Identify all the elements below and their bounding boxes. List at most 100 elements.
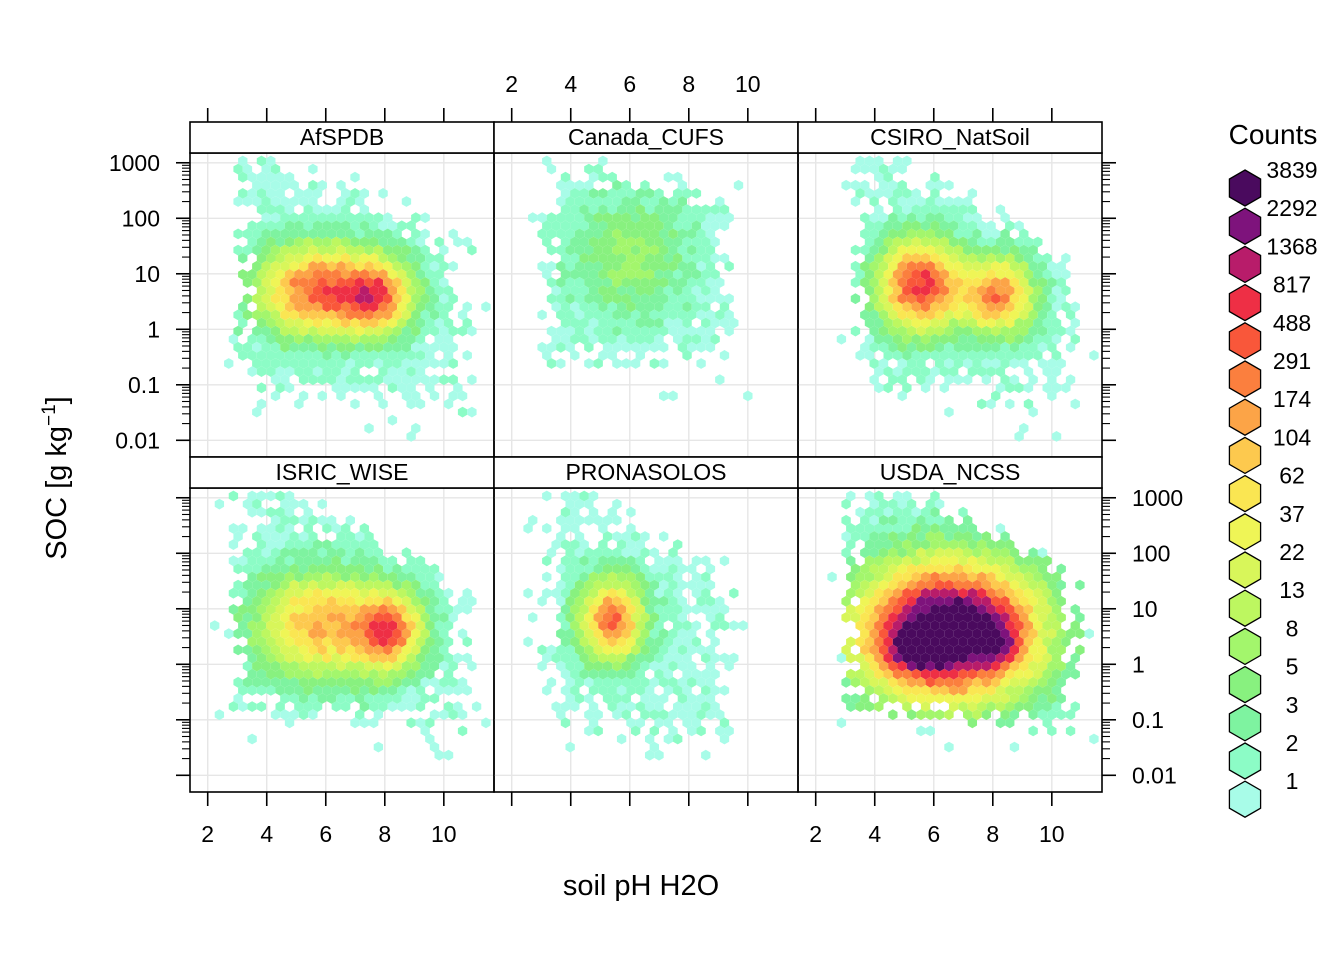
hexbin-cell (888, 612, 898, 623)
hexbin-cell (598, 652, 608, 664)
hexbin-cell (906, 676, 917, 688)
hexbin-cell (860, 644, 870, 656)
hexbin-cell (944, 709, 954, 721)
hexbin-cell (878, 531, 889, 542)
hexbin-cell (864, 220, 875, 232)
hexbin-cell (294, 398, 304, 410)
hexbin-cell (958, 539, 968, 550)
hexbin-cell (1037, 628, 1048, 640)
hexbin-cell (266, 269, 276, 280)
hexbin-cell (266, 301, 276, 313)
hexbin-cell (270, 709, 281, 721)
legend-swatch (1228, 742, 1262, 780)
hexbin-cell (630, 676, 641, 688)
hexbin-cell (256, 668, 267, 680)
hexbin-cell (373, 563, 384, 575)
hexbin-cell (673, 685, 683, 696)
hexbin-cell (280, 179, 290, 191)
hexbin-cell (659, 196, 669, 207)
hexbin-cell (1084, 628, 1094, 640)
hexbin-cell (687, 628, 697, 640)
hexbin-cell (864, 636, 875, 648)
hexbin-cell (546, 293, 557, 305)
hexbin-cell (1047, 374, 1057, 386)
hexbin-cell (322, 620, 332, 631)
hexbin-cell (411, 277, 421, 288)
legend-swatch (1228, 360, 1262, 398)
hexbin-cell (1014, 620, 1024, 631)
hexbin-cell (457, 595, 468, 607)
hexbin-cell (701, 204, 711, 215)
hexbin-cell (995, 604, 1006, 615)
hexbin-cell (340, 539, 351, 550)
hexbin-cell (252, 196, 262, 207)
hexbin-cell (1023, 685, 1034, 696)
hexbin-cell (948, 204, 959, 215)
hexbin-cell (841, 693, 851, 704)
hexbin-cell (364, 277, 374, 288)
hexbin-cell (406, 571, 416, 583)
hexbin-cell (1047, 325, 1057, 337)
hexbin-cell (214, 709, 225, 721)
hexbin-cell (948, 333, 959, 345)
hexbin-cell (948, 604, 959, 615)
hexbin-cell (574, 563, 585, 575)
hexbin-cell (406, 333, 416, 345)
hexbin-cell (906, 644, 917, 656)
hexbin-cell (677, 309, 688, 321)
hexbin-cell (429, 595, 440, 607)
hexbin-cell (415, 236, 426, 248)
hexbin-cell (981, 244, 992, 256)
hexbin-cell (298, 612, 309, 623)
hexbin-cell (383, 612, 393, 623)
hexbin-cell (355, 196, 365, 207)
hexbin-cell (616, 636, 627, 648)
hexbin-cell (355, 244, 365, 256)
hexbin-cell (598, 555, 608, 567)
hexbin-cell (874, 220, 884, 232)
hexbin-cell (934, 660, 945, 672)
hexbin-cell (355, 341, 365, 353)
hexbin-cell (991, 260, 1001, 272)
hexbin-cell (644, 333, 655, 345)
hexbin-cell (995, 350, 1006, 361)
hexbin-cell (401, 309, 412, 321)
hexbin-cell (345, 277, 355, 288)
hexbin-cell (691, 220, 702, 232)
hexbin-cell (308, 579, 318, 591)
hexbin-cell (691, 269, 702, 280)
hexbin-cell (270, 595, 281, 607)
hexbin-cell (443, 749, 454, 761)
hexbin-cell (701, 333, 711, 345)
hexbin-cell (401, 547, 412, 559)
legend-title: Counts (1229, 119, 1318, 150)
hexbin-cell (420, 693, 430, 704)
hexbin-cell (972, 260, 982, 272)
hexbin-cell (303, 220, 313, 232)
hexbin-cell (1033, 701, 1043, 712)
hexbin-cell (644, 301, 655, 313)
hexbin-cell (565, 228, 575, 240)
hexbin-cell (649, 325, 659, 337)
hexbin-cell (663, 652, 674, 664)
hexbin-cell (958, 220, 968, 232)
hexbin-cell (630, 341, 641, 353)
hexbin-cell (1037, 358, 1048, 369)
hexbin-cell (902, 236, 912, 248)
hexbin-cell (383, 277, 393, 288)
hexbin-cell (897, 260, 907, 272)
hexbin-cell (387, 269, 398, 280)
hexbin-cell (565, 644, 575, 656)
hexbin-cell (640, 595, 650, 607)
hexbin-cell (621, 676, 631, 688)
hexbin-cell (1042, 701, 1052, 712)
hexbin-cell (570, 636, 580, 648)
hexbin-cell (682, 317, 692, 329)
hexbin-cell (1005, 701, 1015, 712)
hexbin-cell (977, 333, 987, 345)
hexbin-cell (280, 595, 290, 607)
hexbin-cell (986, 555, 996, 567)
hexbin-cell (677, 341, 688, 353)
hexbin-cell (584, 676, 594, 688)
hexbin-cell (326, 325, 337, 337)
